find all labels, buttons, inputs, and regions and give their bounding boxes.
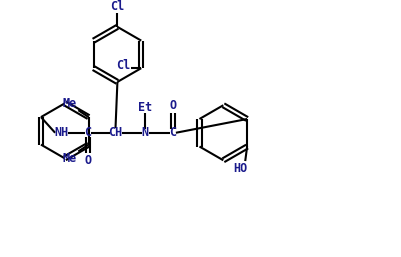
Text: O: O [169, 99, 176, 112]
Text: C: C [85, 126, 91, 139]
Text: C: C [169, 126, 176, 139]
Text: N: N [142, 126, 149, 139]
Text: CH: CH [108, 126, 123, 139]
Text: Cl: Cl [116, 59, 130, 72]
Text: Me: Me [63, 152, 77, 165]
Text: Et: Et [138, 102, 152, 114]
Text: NH: NH [55, 126, 69, 139]
Text: HO: HO [233, 162, 247, 175]
Text: Cl: Cl [110, 1, 125, 14]
Text: O: O [85, 154, 91, 167]
Text: Me: Me [63, 97, 77, 110]
